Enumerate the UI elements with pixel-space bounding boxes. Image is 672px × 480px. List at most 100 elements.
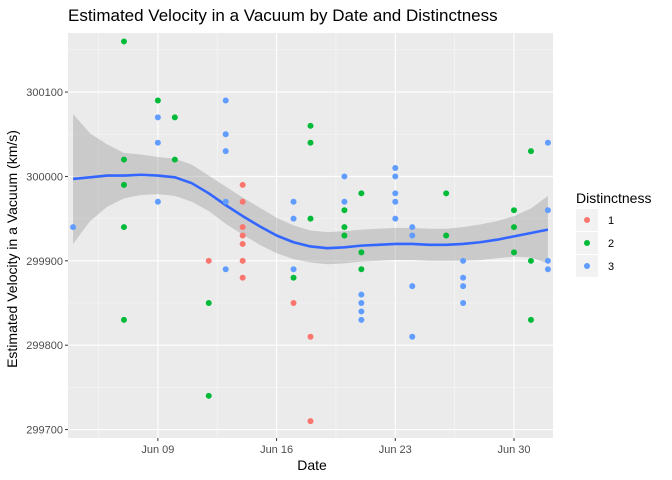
- data-point-distinctness-2: [171, 114, 178, 121]
- data-point-distinctness-2: [527, 148, 534, 155]
- x-tick-label: Jun 16: [260, 444, 293, 456]
- data-point-distinctness-2: [205, 392, 212, 399]
- data-point-distinctness-3: [154, 198, 161, 205]
- data-point-distinctness-2: [120, 38, 127, 45]
- data-point-distinctness-2: [443, 190, 450, 197]
- data-point-distinctness-2: [290, 274, 297, 281]
- data-point-distinctness-3: [341, 198, 348, 205]
- data-point-distinctness-1: [239, 274, 246, 281]
- confidence-ribbon: [73, 114, 548, 265]
- data-point-distinctness-2: [120, 156, 127, 163]
- data-point-distinctness-3: [392, 173, 399, 180]
- data-point-distinctness-3: [341, 173, 348, 180]
- smooth-line: [72, 173, 549, 250]
- data-point-distinctness-3: [222, 148, 229, 155]
- data-point-distinctness-3: [544, 257, 551, 264]
- data-point-distinctness-2: [341, 207, 348, 214]
- data-point-distinctness-3: [460, 283, 467, 290]
- data-point-distinctness-1: [239, 198, 246, 205]
- data-point-distinctness-3: [460, 274, 467, 281]
- data-point-distinctness-2: [307, 139, 314, 146]
- data-point-distinctness-3: [358, 300, 365, 306]
- y-tick-label: 299700: [26, 425, 63, 437]
- data-points: [70, 38, 551, 425]
- data-point-distinctness-2: [510, 224, 517, 231]
- data-point-distinctness-3: [154, 114, 161, 121]
- data-point-distinctness-2: [171, 156, 178, 163]
- y-tick-label: 299800: [26, 340, 63, 352]
- legend-entries: 1 2 3: [576, 209, 614, 277]
- data-point-distinctness-2: [358, 266, 365, 273]
- data-point-distinctness-2: [307, 122, 314, 129]
- data-point-distinctness-1: [307, 333, 314, 340]
- data-point-distinctness-1: [290, 300, 297, 306]
- legend-title: Distinctness: [576, 190, 651, 206]
- y-axis-title: Estimated Velocity in a Vacuum (km/s): [4, 130, 20, 368]
- legend-label: 2: [608, 238, 614, 250]
- legend-swatch: [584, 263, 590, 269]
- grid-major: [68, 33, 553, 438]
- legend-swatch: [584, 240, 590, 246]
- data-point-distinctness-3: [154, 139, 161, 146]
- legend: Distinctness 1 2 3: [576, 190, 651, 277]
- legend-swatch: [584, 217, 590, 223]
- data-point-distinctness-3: [392, 190, 399, 197]
- data-point-distinctness-3: [460, 257, 467, 264]
- data-point-distinctness-2: [527, 316, 534, 323]
- data-point-distinctness-3: [222, 131, 229, 138]
- data-point-distinctness-3: [544, 139, 551, 146]
- x-axis-ticks: Jun 09 Jun 16 Jun 23 Jun 30: [141, 438, 531, 456]
- x-tick-label: Jun 23: [379, 444, 412, 456]
- data-point-distinctness-3: [222, 266, 229, 273]
- data-point-distinctness-3: [392, 165, 399, 171]
- legend-label: 3: [608, 261, 614, 273]
- data-point-distinctness-1: [239, 240, 246, 247]
- y-axis-ticks: 299700 299800 299900 300000 300100: [26, 87, 68, 437]
- chart-title: Estimated Velocity in a Vacuum by Date a…: [68, 6, 498, 25]
- data-point-distinctness-2: [358, 190, 365, 197]
- data-point-distinctness-2: [510, 207, 517, 214]
- data-point-distinctness-3: [222, 97, 229, 104]
- data-point-distinctness-2: [510, 249, 517, 256]
- data-point-distinctness-2: [205, 300, 212, 306]
- data-point-distinctness-3: [358, 308, 365, 315]
- data-point-distinctness-3: [409, 283, 416, 290]
- data-point-distinctness-1: [239, 181, 246, 188]
- y-tick-label: 299900: [26, 256, 63, 268]
- data-point-distinctness-3: [290, 198, 297, 205]
- data-point-distinctness-3: [392, 215, 399, 222]
- data-point-distinctness-3: [70, 224, 77, 231]
- data-point-distinctness-2: [341, 232, 348, 239]
- data-point-distinctness-2: [341, 224, 348, 231]
- x-tick-label: Jun 30: [497, 444, 530, 456]
- data-point-distinctness-1: [239, 257, 246, 264]
- legend-label: 1: [608, 215, 614, 227]
- data-point-distinctness-2: [120, 224, 127, 231]
- data-point-distinctness-3: [409, 224, 416, 231]
- data-point-distinctness-3: [392, 198, 399, 205]
- data-point-distinctness-3: [544, 207, 551, 214]
- data-point-distinctness-1: [205, 257, 212, 264]
- data-point-distinctness-3: [290, 215, 297, 222]
- data-point-distinctness-3: [290, 266, 297, 273]
- data-point-distinctness-3: [358, 291, 365, 298]
- data-point-distinctness-2: [120, 316, 127, 323]
- plot-panel: [68, 33, 553, 438]
- data-point-distinctness-2: [307, 215, 314, 222]
- x-tick-label: Jun 09: [141, 444, 174, 456]
- data-point-distinctness-3: [222, 198, 229, 205]
- data-point-distinctness-1: [239, 232, 246, 239]
- data-point-distinctness-3: [358, 316, 365, 323]
- data-point-distinctness-3: [544, 266, 551, 273]
- data-point-distinctness-3: [409, 333, 416, 340]
- data-point-distinctness-2: [358, 249, 365, 256]
- data-point-distinctness-2: [443, 232, 450, 239]
- data-point-distinctness-1: [239, 224, 246, 231]
- y-tick-label: 300000: [26, 171, 63, 183]
- data-point-distinctness-2: [527, 257, 534, 264]
- y-tick-label: 300100: [26, 87, 63, 99]
- data-point-distinctness-3: [460, 300, 467, 306]
- x-axis-title: Date: [297, 457, 327, 473]
- data-point-distinctness-1: [307, 418, 314, 425]
